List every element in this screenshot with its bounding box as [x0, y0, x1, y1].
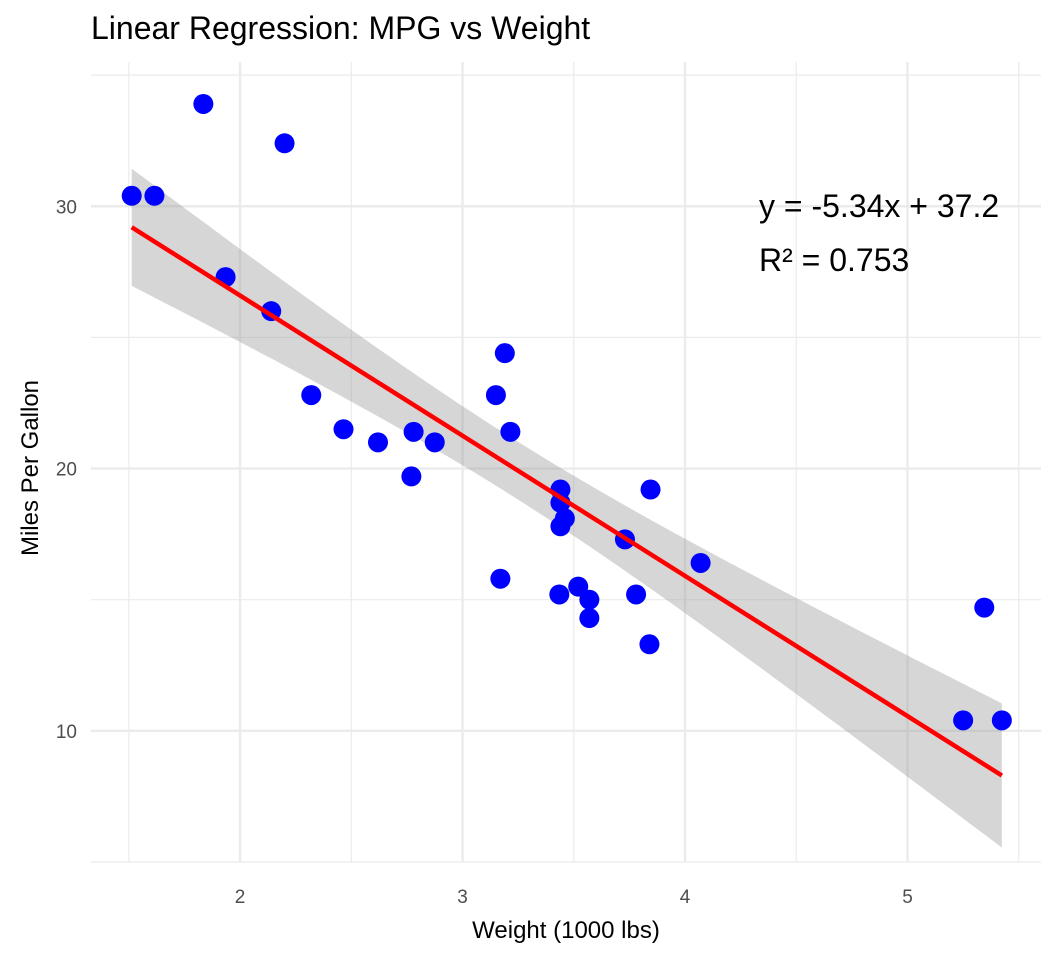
data-point	[500, 421, 521, 442]
data-point	[144, 185, 165, 206]
data-point	[333, 419, 354, 440]
data-point	[550, 516, 571, 537]
x-tick-label: 3	[457, 887, 468, 908]
data-point	[640, 479, 661, 500]
data-point	[626, 584, 647, 605]
data-point	[579, 589, 600, 610]
y-tick-label: 20	[56, 460, 77, 481]
r-squared-annotation: R² = 0.753	[759, 242, 909, 278]
data-point	[401, 466, 422, 487]
x-axis-label: Weight (1000 lbs)	[472, 917, 660, 944]
data-point	[403, 421, 424, 442]
data-point	[549, 584, 570, 605]
data-point	[274, 133, 295, 154]
data-point	[974, 597, 995, 618]
x-axis-ticks: 2 3 4 5	[235, 887, 913, 908]
data-point	[579, 608, 600, 629]
data-point	[639, 634, 660, 655]
y-tick-label: 10	[56, 722, 77, 743]
data-point	[991, 710, 1012, 731]
regression-line	[130, 225, 1004, 778]
data-point	[490, 568, 511, 589]
data-point	[193, 93, 214, 114]
grid-minor	[91, 62, 1041, 863]
equation-annotation: y = -5.34x + 37.2	[759, 188, 999, 224]
data-point	[368, 432, 389, 453]
x-tick-label: 5	[902, 887, 913, 908]
y-axis-label: Miles Per Gallon	[17, 380, 44, 556]
points-layer	[121, 93, 1012, 731]
data-point	[121, 185, 142, 206]
x-tick-label: 4	[680, 887, 691, 908]
data-point	[690, 552, 711, 573]
data-point	[424, 432, 445, 453]
regression-line-layer	[130, 225, 1004, 778]
x-tick-label: 2	[235, 887, 246, 908]
data-point	[301, 385, 322, 406]
y-axis-ticks: 10 20 30	[56, 197, 77, 743]
data-point	[568, 576, 589, 597]
chart-title: Linear Regression: MPG vs Weight	[91, 10, 590, 46]
data-point	[485, 385, 506, 406]
data-point	[494, 343, 515, 364]
grid-major	[91, 62, 1041, 862]
data-point	[953, 710, 974, 731]
y-tick-label: 30	[56, 197, 77, 218]
